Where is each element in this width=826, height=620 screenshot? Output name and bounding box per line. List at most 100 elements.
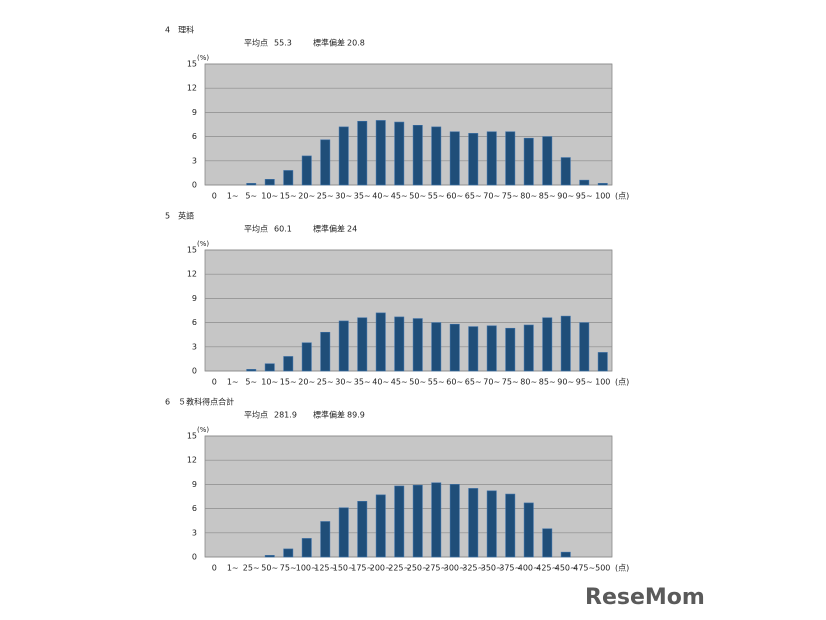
bar [486, 325, 497, 372]
bar [264, 363, 275, 372]
x-tick-label: 0 [212, 192, 217, 201]
x-tick-label: 0 [212, 378, 217, 387]
y-axis-label: (%) [197, 426, 209, 434]
x-axis-label: (点) [615, 564, 629, 573]
x-tick-label: 5~ [245, 378, 257, 387]
bar [375, 494, 386, 558]
x-tick-label: 400~ [518, 564, 540, 573]
bar [412, 318, 423, 372]
bar [412, 125, 423, 186]
sd-value: 20.8 [347, 39, 365, 48]
mean-label: 平均点 [244, 38, 268, 48]
x-tick-label: 70~ [483, 378, 500, 387]
x-tick-label: 450~ [555, 564, 577, 573]
mean-value: 60.1 [274, 225, 292, 234]
x-tick-label: 35~ [354, 192, 371, 201]
x-tick-label: 325~ [462, 564, 484, 573]
x-tick-label: 65~ [465, 192, 482, 201]
bar [338, 507, 349, 558]
bar [468, 326, 479, 372]
bar [320, 331, 331, 372]
bar [375, 312, 386, 372]
x-tick-label: 55~ [428, 378, 445, 387]
bar [338, 320, 349, 372]
bar [431, 322, 442, 372]
x-tick-label: 350~ [481, 564, 503, 573]
y-tick-label: 12 [187, 84, 197, 93]
bar [394, 316, 405, 372]
bar [283, 170, 294, 186]
chart-title: 5 英語 [165, 211, 194, 221]
x-tick-label: 500 [595, 564, 610, 573]
mean-value: 281.9 [274, 411, 297, 420]
bar [449, 131, 460, 186]
x-tick-label: 200~ [370, 564, 392, 573]
x-tick-label: 225~ [388, 564, 410, 573]
x-tick-label: 50~ [409, 192, 426, 201]
x-tick-label: 475~ [573, 564, 595, 573]
x-tick-label: 50~ [409, 378, 426, 387]
x-tick-label: 75~ [502, 378, 519, 387]
chart-title: 4 理科 [165, 25, 194, 35]
x-tick-label: 150~ [333, 564, 355, 573]
x-tick-label: 40~ [372, 192, 389, 201]
y-tick-label: 6 [192, 318, 197, 327]
bar [412, 484, 423, 558]
bar [505, 327, 516, 372]
x-tick-label: 90~ [557, 378, 574, 387]
x-tick-label: 55~ [428, 192, 445, 201]
bar [394, 121, 405, 186]
x-tick-label: 100 [595, 192, 610, 201]
x-tick-label: 15~ [280, 378, 297, 387]
sd-label: 標準偏差 [313, 410, 345, 420]
y-tick-label: 15 [187, 432, 197, 441]
y-tick-label: 0 [192, 367, 197, 376]
x-tick-label: 1~ [227, 192, 239, 201]
x-tick-label: 10~ [261, 378, 278, 387]
bar [394, 485, 405, 558]
x-tick-label: 375~ [499, 564, 521, 573]
bar [542, 528, 553, 558]
x-tick-label: 20~ [298, 192, 315, 201]
bar [486, 490, 497, 558]
x-tick-label: 85~ [539, 378, 556, 387]
x-tick-label: 10~ [261, 192, 278, 201]
bar [301, 342, 312, 372]
x-tick-label: 425~ [536, 564, 558, 573]
y-tick-label: 6 [192, 504, 197, 513]
y-tick-label: 9 [192, 108, 197, 117]
bar [301, 538, 312, 558]
x-tick-label: 5~ [245, 192, 257, 201]
x-tick-label: 100 [595, 378, 610, 387]
bar [579, 322, 590, 372]
bar [357, 120, 368, 186]
y-tick-label: 3 [192, 156, 197, 165]
x-tick-label: 1~ [227, 378, 239, 387]
x-tick-label: 1~ [227, 564, 239, 573]
bar [357, 317, 368, 372]
mean-label: 平均点 [244, 224, 268, 234]
bar [320, 139, 331, 186]
x-tick-label: 15~ [280, 192, 297, 201]
bar [560, 551, 571, 558]
mean-label: 平均点 [244, 410, 268, 420]
x-tick-label: 300~ [444, 564, 466, 573]
sd-value: 89.9 [347, 411, 365, 420]
x-axis-label: (点) [615, 192, 629, 201]
bar [246, 183, 257, 186]
bar [246, 369, 257, 372]
x-tick-label: 60~ [446, 192, 463, 201]
x-tick-label: 50~ [261, 564, 278, 573]
x-tick-label: 60~ [446, 378, 463, 387]
mean-value: 55.3 [274, 39, 292, 48]
bar [264, 179, 275, 186]
x-tick-label: 30~ [335, 378, 352, 387]
watermark: ReseMom [585, 585, 705, 610]
bar [542, 136, 553, 186]
x-tick-label: 25~ [243, 564, 260, 573]
y-tick-label: 6 [192, 132, 197, 141]
bar [449, 323, 460, 372]
x-tick-label: 25~ [317, 378, 334, 387]
x-tick-label: 45~ [391, 192, 408, 201]
x-tick-label: 45~ [391, 378, 408, 387]
